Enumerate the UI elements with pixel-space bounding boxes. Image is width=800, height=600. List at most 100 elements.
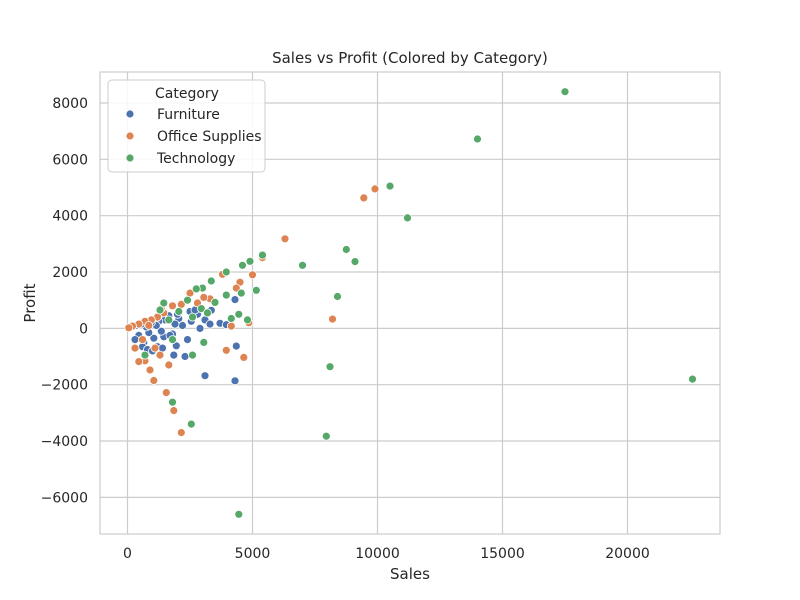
- data-point-technology: [168, 335, 177, 345]
- y-tick-label: 6000: [52, 152, 88, 168]
- data-point-office-supplies: [134, 357, 144, 367]
- data-point-technology: [186, 419, 196, 429]
- series-technology: [140, 87, 697, 519]
- x-axis-label: Sales: [390, 565, 430, 583]
- data-point-furniture: [195, 323, 205, 333]
- data-point-office-supplies: [161, 388, 171, 398]
- data-point-office-supplies: [150, 343, 160, 353]
- data-point-technology: [258, 250, 267, 260]
- tick-labels: 0 5000 10000 15000 20000 −6000 −4000 −2000 0 2000…: [41, 96, 650, 562]
- data-point-furniture: [170, 319, 180, 329]
- data-point-technology: [221, 267, 231, 277]
- x-tick-label: 0: [123, 546, 132, 562]
- data-point-furniture: [230, 295, 240, 305]
- data-point-technology: [350, 257, 360, 267]
- data-point-furniture: [183, 335, 192, 345]
- data-point-office-supplies: [199, 292, 209, 302]
- legend-marker-furniture: [125, 109, 135, 119]
- data-point-technology: [191, 284, 201, 294]
- legend-label-office-supplies: Office Supplies: [157, 129, 262, 145]
- data-point-technology: [325, 362, 335, 372]
- data-point-technology: [174, 307, 184, 316]
- x-tick-label: 10000: [355, 546, 400, 562]
- data-point-technology: [341, 245, 351, 254]
- data-point-technology: [155, 305, 165, 315]
- data-point-office-supplies: [248, 270, 257, 280]
- data-points: [124, 87, 697, 519]
- y-tick-label: 0: [79, 321, 88, 337]
- data-point-technology: [203, 308, 212, 318]
- legend-box: [107, 79, 266, 173]
- series-office-supplies: [124, 184, 380, 438]
- data-point-office-supplies: [144, 321, 154, 330]
- data-point-furniture: [230, 376, 240, 386]
- data-point-technology: [333, 292, 342, 301]
- data-point-technology: [236, 288, 246, 298]
- data-point-technology: [243, 315, 252, 325]
- x-tick-label: 15000: [480, 546, 525, 562]
- data-point-office-supplies: [130, 343, 140, 353]
- y-axis-label: Profit: [21, 283, 39, 322]
- data-point-technology: [140, 350, 150, 360]
- data-point-furniture: [231, 341, 241, 351]
- legend-label-technology: Technology: [156, 151, 235, 167]
- data-point-office-supplies: [239, 352, 249, 362]
- data-point-office-supplies: [169, 406, 179, 416]
- data-point-furniture: [149, 333, 159, 343]
- data-point-office-supplies: [280, 234, 290, 244]
- data-point-technology: [321, 431, 331, 441]
- data-point-technology: [199, 337, 209, 347]
- legend-marker-technology: [125, 153, 135, 163]
- y-tick-label: 8000: [52, 96, 88, 112]
- data-point-office-supplies: [168, 301, 177, 311]
- y-tick-label: −2000: [41, 378, 88, 394]
- data-point-technology: [403, 213, 412, 223]
- data-point-office-supplies: [359, 193, 369, 203]
- data-point-technology: [245, 256, 255, 266]
- chart-title: Sales vs Profit (Colored by Category): [272, 49, 548, 67]
- y-tick-label: −4000: [41, 434, 88, 450]
- data-point-furniture: [180, 352, 190, 361]
- y-tick-label: −6000: [41, 490, 88, 506]
- data-point-technology: [298, 260, 307, 270]
- legend-title: Category: [155, 86, 219, 102]
- data-point-office-supplies: [149, 376, 159, 385]
- data-point-technology: [206, 276, 216, 286]
- data-point-technology: [385, 181, 395, 191]
- data-point-technology: [159, 298, 169, 308]
- data-point-furniture: [130, 335, 140, 345]
- data-point-office-supplies: [221, 345, 231, 355]
- plot-frame: [99, 71, 721, 535]
- y-tick-label: 2000: [52, 265, 88, 281]
- data-point-office-supplies: [370, 184, 380, 194]
- data-point-office-supplies: [176, 428, 186, 438]
- data-point-office-supplies: [145, 365, 155, 375]
- data-point-technology: [168, 397, 177, 407]
- legend-marker-office-supplies: [125, 131, 135, 141]
- data-point-technology: [221, 290, 231, 300]
- data-point-technology: [188, 350, 197, 360]
- data-point-furniture: [205, 319, 215, 329]
- data-point-technology: [238, 260, 247, 270]
- data-point-furniture: [156, 326, 166, 336]
- data-point-technology: [251, 285, 261, 295]
- data-point-furniture: [169, 350, 179, 360]
- data-point-furniture: [200, 371, 210, 381]
- data-point-office-supplies: [164, 360, 174, 370]
- legend-label-furniture: Furniture: [157, 107, 220, 123]
- data-point-technology: [234, 509, 244, 519]
- data-point-technology: [473, 134, 482, 144]
- y-tick-label: 4000: [52, 209, 88, 225]
- data-point-technology: [560, 87, 570, 97]
- x-tick-label: 20000: [605, 546, 650, 562]
- data-point-technology: [226, 314, 236, 323]
- data-point-office-supplies: [138, 335, 147, 345]
- data-point-office-supplies: [124, 323, 134, 333]
- data-point-technology: [234, 309, 244, 319]
- data-point-office-supplies: [226, 321, 236, 331]
- data-point-technology: [188, 312, 197, 322]
- data-point-office-supplies: [155, 350, 165, 360]
- x-tick-label: 5000: [235, 546, 271, 562]
- data-point-technology: [688, 374, 697, 384]
